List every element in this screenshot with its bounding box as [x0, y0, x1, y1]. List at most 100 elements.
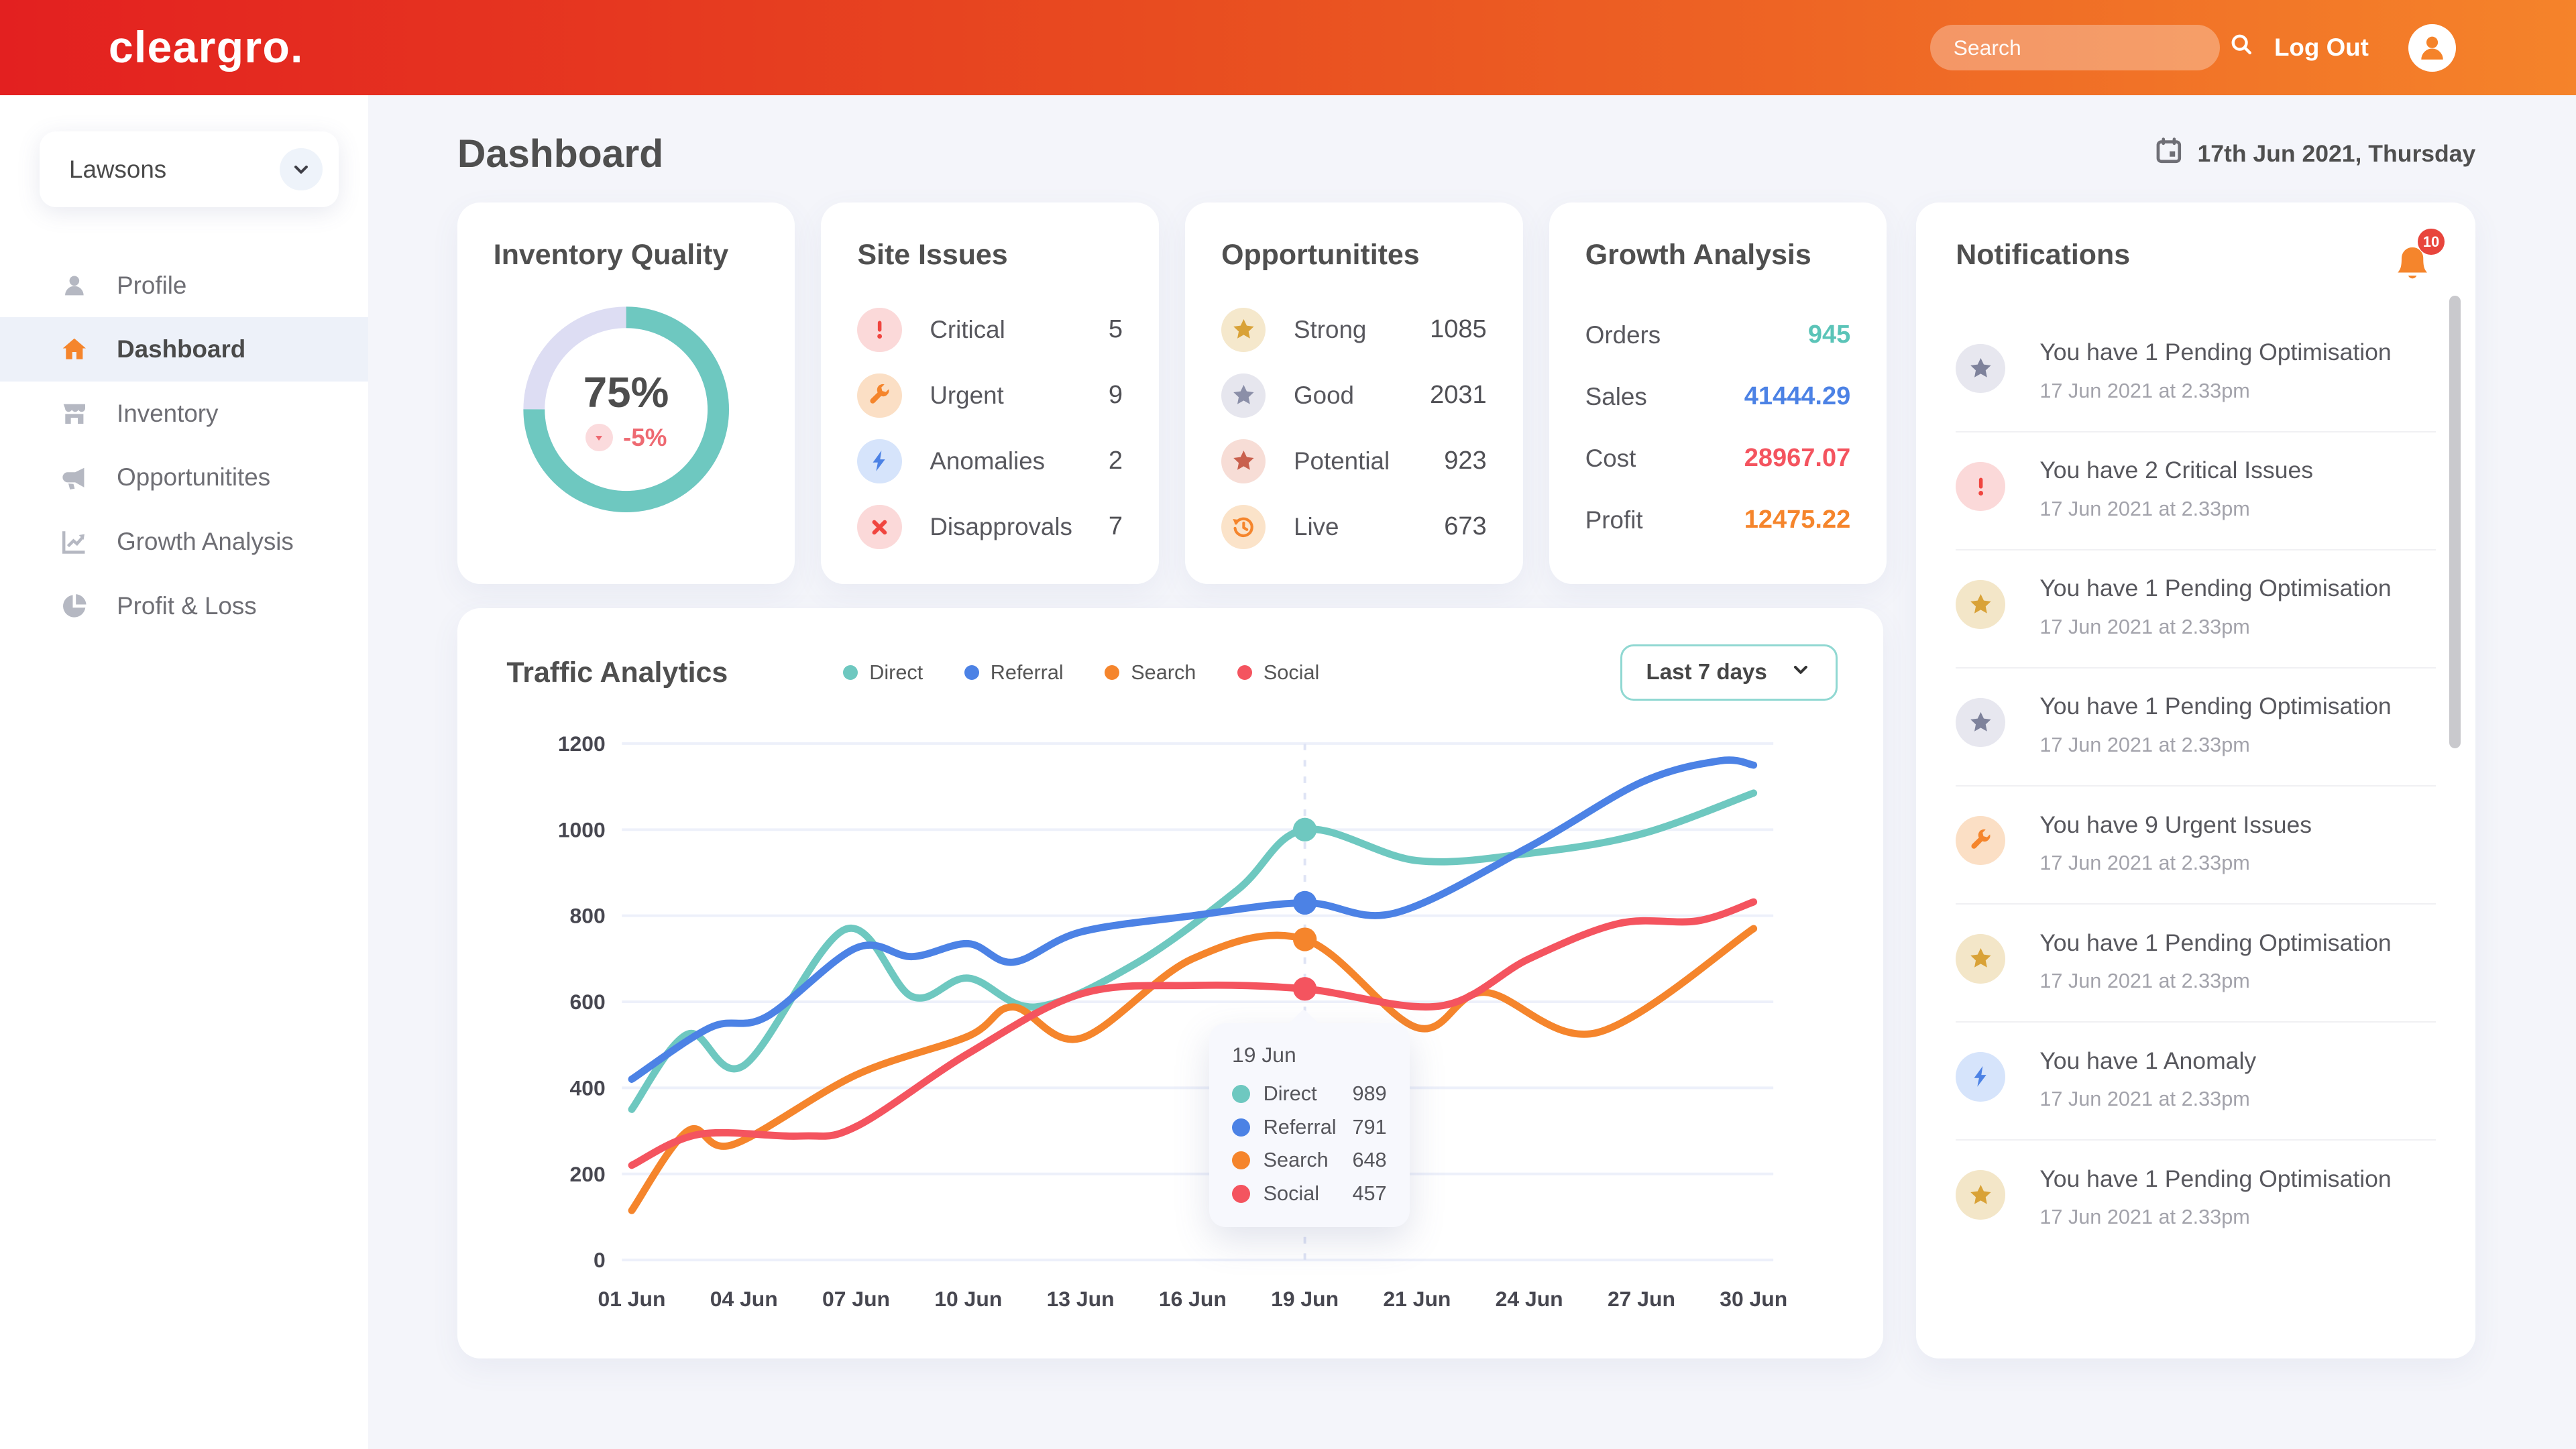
- logout-button[interactable]: Log Out: [2274, 34, 2369, 62]
- notification-item[interactable]: You have 1 Pending Optimisation 17 Jun 20…: [1956, 666, 2437, 785]
- sidebar-item-dashboard[interactable]: Dashboard: [0, 317, 369, 382]
- sidebar-menu: Profile Dashboard Inventory Opportunitites G…: [0, 253, 369, 638]
- notification-item[interactable]: You have 1 Anomaly 17 Jun 2021 at 2.33pm: [1956, 1021, 2437, 1139]
- sidebar-item-label: Profit & Loss: [117, 591, 257, 620]
- notification-item[interactable]: You have 1 Pending Optimisation 17 Jun 20…: [1956, 548, 2437, 667]
- notification-item[interactable]: You have 1 Pending Optimisation 17 Jun 20…: [1956, 314, 2436, 430]
- tooltip-dot: [1232, 1085, 1250, 1103]
- legend-dot: [1105, 665, 1120, 681]
- stat-row-strong: Strong 1085: [1221, 307, 1487, 352]
- notification-item[interactable]: You have 2 Critical Issues 17 Jun 2021 at…: [1956, 430, 2437, 549]
- chart-legend: Direct Referral Search Social: [842, 661, 1319, 685]
- site-issues-card: Site Issues Critical 5 Urgent 9 Anomalies 2 Di…: [821, 202, 1159, 584]
- history-icon: [1233, 517, 1253, 537]
- legend-item-social[interactable]: Social: [1237, 661, 1319, 685]
- svg-text:30 Jun: 30 Jun: [1720, 1286, 1787, 1310]
- sidebar-item-label: Profile: [117, 271, 187, 299]
- inventory-quality-donut: 75% -5%: [511, 294, 741, 524]
- svg-text:10 Jun: 10 Jun: [934, 1286, 1002, 1310]
- star-icon: [1970, 948, 1991, 968]
- star-icon: [1970, 594, 1991, 614]
- legend-item-referral[interactable]: Referral: [964, 661, 1064, 685]
- tooltip-dot: [1232, 1151, 1250, 1170]
- tooltip-row-social: Social 457: [1232, 1182, 1387, 1206]
- growth-row-cost: Cost 28967.07: [1585, 444, 1851, 473]
- sidebar-item-label: Opportunitites: [117, 463, 271, 491]
- svg-text:800: 800: [569, 903, 605, 927]
- exclamation-icon: [1978, 477, 1983, 496]
- top-bar: cleargro. Log Out: [0, 0, 2576, 96]
- chart-icon: [62, 531, 85, 554]
- sidebar-item-growth-analysis[interactable]: Growth Analysis: [0, 510, 368, 574]
- wrench-icon: [1971, 829, 1991, 850]
- lightning-icon: [1974, 1066, 1986, 1088]
- chevron-down-icon: [1790, 659, 1811, 687]
- notification-item[interactable]: You have 1 Pending Optimisation 17 Jun 20…: [1956, 1139, 2437, 1257]
- svg-text:1200: 1200: [558, 732, 606, 756]
- notifications-scrollbar[interactable]: [2449, 296, 2461, 748]
- date-text: 17th Jun 2021, Thursday: [2197, 140, 2476, 168]
- calendar-icon: [2156, 137, 2181, 164]
- sidebar-item-profile[interactable]: Profile: [0, 253, 368, 318]
- sidebar-item-inventory[interactable]: Inventory: [0, 382, 368, 446]
- star-icon: [1233, 451, 1254, 471]
- company-select[interactable]: Lawsons: [39, 131, 339, 208]
- svg-text:13 Jun: 13 Jun: [1046, 1286, 1114, 1310]
- svg-text:04 Jun: 04 Jun: [710, 1286, 778, 1310]
- main-content: Dashboard 17th Jun 2021, Thursday Invent…: [368, 95, 2576, 1449]
- sidebar-item-profit-loss[interactable]: Profit & Loss: [0, 574, 368, 638]
- search-input[interactable]: [1953, 35, 2229, 60]
- bell-icon[interactable]: 10: [2390, 228, 2445, 285]
- stat-row-anomalies: Anomalies 2: [857, 439, 1123, 483]
- star-icon: [1970, 357, 1991, 378]
- card-title: Growth Analysis: [1585, 238, 1811, 271]
- stat-row-good: Good 2031: [1221, 373, 1487, 418]
- search-bar[interactable]: [1930, 24, 2251, 71]
- megaphone-icon: [62, 467, 84, 489]
- opportunities-card: Opportunitites Strong 1085 Good 2031 Potenti…: [1185, 202, 1523, 584]
- line-chart: 1200 1000 800 600 400 200 0 01 Jun 04 Jun 07 Jun 1…: [457, 707, 1883, 1358]
- triangle-down-icon: [585, 423, 614, 452]
- legend-item-direct[interactable]: Direct: [842, 661, 923, 685]
- sidebar-item-label: Inventory: [117, 399, 219, 427]
- notification-item[interactable]: You have 1 Pending Optimisation 17 Jun 20…: [1956, 903, 2437, 1021]
- star-icon: [1970, 1184, 1991, 1204]
- svg-text:01 Jun: 01 Jun: [598, 1286, 665, 1310]
- wrench-icon: [870, 384, 889, 404]
- svg-text:600: 600: [569, 990, 605, 1014]
- chevron-icon: [294, 165, 308, 174]
- notification-item[interactable]: You have 9 Urgent Issues 17 Jun 2021 at 2…: [1956, 785, 2437, 903]
- svg-text:400: 400: [569, 1076, 605, 1100]
- range-select[interactable]: Last 7 days: [1620, 644, 1838, 701]
- traffic-analytics-card: Traffic Analytics Direct Referral Search So…: [457, 608, 1884, 1358]
- sidebar-item-label: Dashboard: [117, 335, 246, 363]
- line-chart-svg: 1200 1000 800 600 400 200 0 01 Jun 04 Jun 07 Jun 1…: [558, 732, 1787, 1311]
- home-icon: [62, 338, 86, 359]
- search-icon[interactable]: [2229, 32, 2254, 64]
- svg-text:07 Jun: 07 Jun: [822, 1286, 890, 1310]
- inventory-quality-card: Inventory Quality 75% -5%: [457, 202, 795, 584]
- sidebar-item-opportunitites[interactable]: Opportunitites: [0, 446, 368, 510]
- card-title: Site Issues: [857, 238, 1008, 271]
- donut-delta: -5%: [623, 423, 667, 451]
- chevron-down-icon[interactable]: [279, 148, 323, 191]
- store-icon: [63, 404, 85, 424]
- avatar[interactable]: [2408, 23, 2456, 72]
- company-name: Lawsons: [69, 155, 167, 183]
- growth-analysis-card: Growth Analysis Orders 945 Sales 41444.29 Co…: [1549, 202, 1887, 584]
- lightning-icon: [873, 451, 885, 472]
- svg-text:0: 0: [594, 1248, 606, 1272]
- bell-icon: [2397, 247, 2427, 278]
- stat-row-critical: Critical 5: [857, 307, 1123, 352]
- star-icon: [1233, 385, 1254, 405]
- triangle-icon: [596, 435, 603, 441]
- logo: cleargro.: [108, 23, 304, 73]
- svg-text:19 Jun: 19 Jun: [1271, 1286, 1339, 1310]
- growth-row-profit: Profit 12475.22: [1585, 506, 1851, 534]
- tooltip-row-referral: Referral 791: [1232, 1116, 1387, 1139]
- cross-icon: [872, 520, 887, 534]
- date-display: 17th Jun 2021, Thursday: [2155, 137, 2476, 171]
- donut-chart: [523, 306, 729, 512]
- svg-text:24 Jun: 24 Jun: [1496, 1286, 1563, 1310]
- legend-item-search[interactable]: Search: [1105, 661, 1196, 685]
